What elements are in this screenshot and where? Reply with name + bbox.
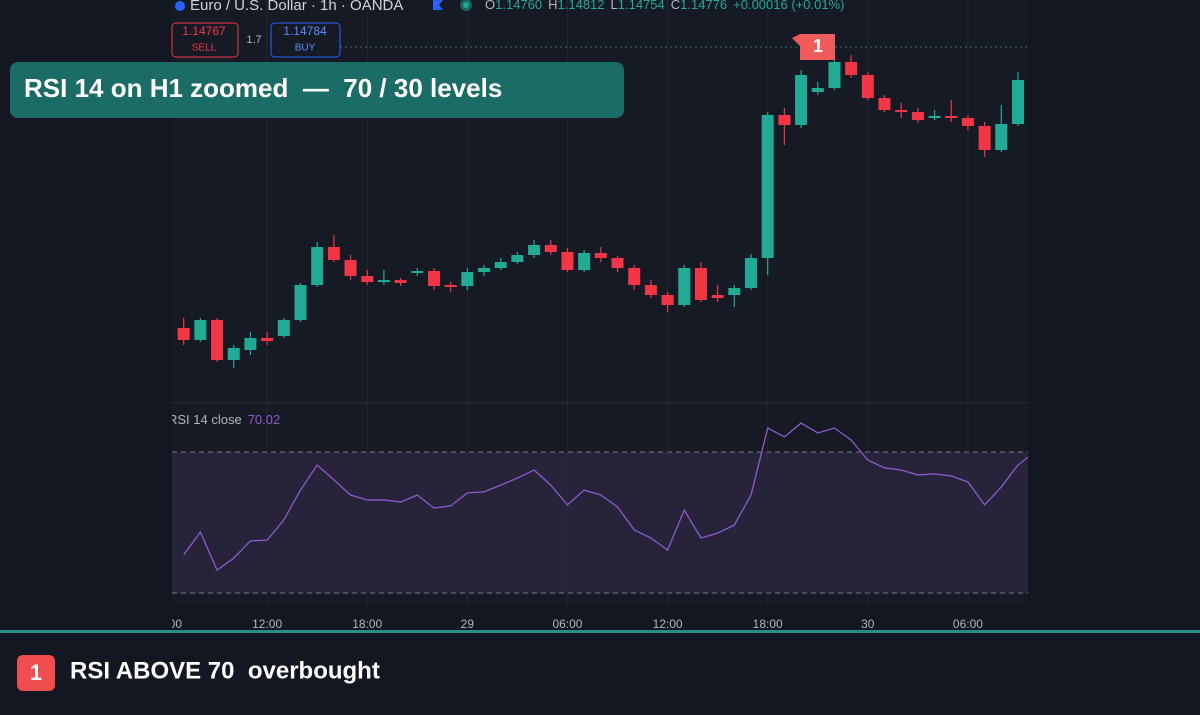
candle-body xyxy=(995,124,1008,150)
ohlc: O1.14760 H1.14812 L1.14754 C1.14776 +0.00016… xyxy=(485,0,844,12)
sell-price: 1.14767 xyxy=(182,24,226,38)
x-tick-label: 12:00 xyxy=(252,617,282,631)
candle-body xyxy=(778,115,791,125)
footer-text: RSI ABOVE 70 overbought xyxy=(70,657,380,684)
candle-body xyxy=(828,62,841,88)
buy-button[interactable] xyxy=(270,22,341,58)
candle-body xyxy=(344,260,357,276)
sell-label: SELL xyxy=(192,43,217,54)
candle-body xyxy=(277,320,290,336)
candle-body xyxy=(694,268,707,300)
candle-body xyxy=(861,75,874,98)
x-tick-label: 06:00 xyxy=(152,617,182,631)
spread: 1.7 xyxy=(246,34,261,46)
footer-badge-label: 1 xyxy=(30,660,42,685)
candle-body xyxy=(928,116,941,118)
status-dot-inner xyxy=(463,2,469,8)
symbol: Euro / U.S. Dollar · 1h · OANDA xyxy=(190,0,403,14)
candle-body xyxy=(227,348,240,360)
ohlc-value: 1.14754 xyxy=(618,0,665,12)
candle-body xyxy=(644,285,657,295)
ohlc-key: H xyxy=(548,0,557,12)
candle-body xyxy=(461,272,474,286)
candle-body xyxy=(945,116,958,118)
ohlc-value: 1.14812 xyxy=(558,0,605,12)
ohlc-value: 1.14776 xyxy=(680,0,727,12)
flag-icon xyxy=(175,1,185,11)
candle-body xyxy=(594,253,607,258)
candle-body xyxy=(494,262,507,268)
level-band xyxy=(172,452,1028,594)
rsi-line xyxy=(183,422,1028,572)
series-label: RSI 14 close 70.02 xyxy=(168,412,280,427)
x-tick-label: 12:00 xyxy=(653,617,683,631)
candle-body xyxy=(795,75,808,125)
buy-price: 1.14784 xyxy=(283,24,327,38)
footer xyxy=(0,632,1200,715)
candle-body xyxy=(728,288,741,295)
candle-body xyxy=(311,247,324,285)
candle-body xyxy=(194,320,207,340)
candle-body xyxy=(244,338,257,350)
candle-body xyxy=(978,126,991,150)
annotation-marker xyxy=(792,34,835,60)
candle-body xyxy=(528,245,541,255)
candle-body xyxy=(544,245,557,252)
series-name: RSI 14 close xyxy=(168,412,242,427)
candle-body xyxy=(394,280,407,283)
candle-body xyxy=(511,255,524,262)
x-tick-label: 29 xyxy=(461,617,475,631)
candle-body xyxy=(611,258,624,268)
candle-body xyxy=(294,285,307,320)
candle-body xyxy=(961,118,974,126)
candle-body xyxy=(761,115,774,258)
ohlc-value: 1.14760 xyxy=(495,0,542,12)
x-tick-label: 06:00 xyxy=(953,617,983,631)
candle-body xyxy=(561,252,574,270)
x-tick-label: 06:00 xyxy=(552,617,582,631)
plot: 06:00 12:00 18:00 29 06:00 12:00 18:00 30 06:00 R… xyxy=(152,0,1028,631)
ohlc-key: C xyxy=(671,0,680,12)
candle-body xyxy=(911,112,924,120)
x-tick-label: 30 xyxy=(861,617,875,631)
ohlc-change: +0.00016 (+0.01%) xyxy=(733,0,844,12)
candle-body xyxy=(745,258,758,288)
overlay-title: RSI 14 on H1 zoomed — 70 / 30 levels xyxy=(24,73,502,103)
flag xyxy=(433,0,443,10)
candle-body xyxy=(361,276,374,282)
candle-body xyxy=(444,285,457,287)
candle-body xyxy=(478,268,491,272)
candle-body xyxy=(427,271,440,286)
footer-border xyxy=(0,630,1200,633)
candle-body xyxy=(661,295,674,305)
x-tick-label: 18:00 xyxy=(352,617,382,631)
buy-label: BUY xyxy=(295,43,316,54)
candle-body xyxy=(845,62,858,75)
candle-body xyxy=(878,98,891,110)
candle-body xyxy=(628,268,641,285)
footer-badge xyxy=(17,655,55,691)
candle-body xyxy=(895,110,908,112)
candle-body xyxy=(578,253,591,270)
annotation-label: 1 xyxy=(813,36,823,56)
candle-body xyxy=(377,280,390,282)
candle-body xyxy=(261,338,274,341)
ohlc-key: O xyxy=(485,0,495,12)
x-tick-label: 18:00 xyxy=(753,617,783,631)
candle-body xyxy=(811,88,824,92)
candle-body xyxy=(177,328,190,340)
candle-body xyxy=(211,320,224,360)
candle-body xyxy=(327,247,340,260)
candle-body xyxy=(711,295,724,298)
candle-body xyxy=(678,268,691,305)
ohlc-key: L xyxy=(611,0,618,12)
candle-body xyxy=(1011,80,1024,124)
ohlc-text: O1.14760 H1.14812 L1.14754 C1.14776 +0.00016… xyxy=(485,0,844,12)
candle-body xyxy=(411,271,424,273)
overlay-box xyxy=(10,62,624,118)
sell-button[interactable] xyxy=(171,22,239,58)
series-last-value: 70.02 xyxy=(248,412,281,427)
